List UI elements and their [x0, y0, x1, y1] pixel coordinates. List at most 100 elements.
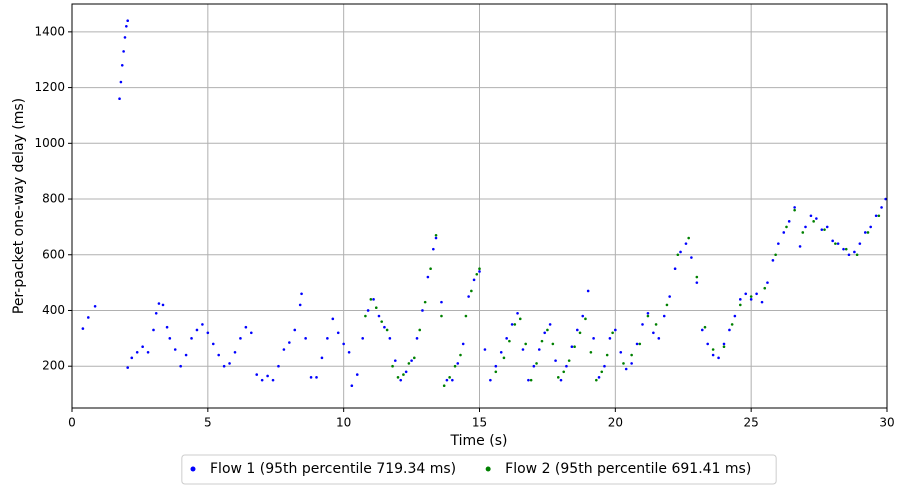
point — [434, 236, 438, 240]
point — [595, 378, 598, 382]
point — [744, 292, 748, 296]
point — [195, 328, 199, 332]
point — [304, 337, 307, 340]
point — [152, 328, 155, 332]
legend-marker — [190, 466, 196, 472]
point — [320, 356, 324, 360]
point — [763, 286, 767, 290]
point — [421, 309, 424, 312]
point — [239, 337, 242, 340]
point — [755, 292, 758, 296]
point — [81, 327, 85, 330]
point — [288, 341, 291, 344]
point — [836, 242, 840, 245]
point — [347, 350, 351, 354]
y-tick-label: 1400 — [34, 24, 65, 38]
point — [119, 80, 123, 84]
point — [548, 323, 552, 326]
point — [459, 353, 462, 357]
point — [749, 298, 753, 301]
point — [546, 328, 549, 332]
point — [562, 370, 566, 374]
point — [646, 311, 650, 315]
point — [211, 342, 215, 346]
point — [388, 337, 392, 340]
point — [130, 356, 134, 360]
point — [494, 364, 498, 368]
point — [383, 325, 386, 329]
point — [228, 362, 231, 365]
point — [597, 376, 601, 379]
point — [673, 267, 677, 270]
point — [611, 331, 614, 335]
point — [668, 295, 671, 298]
point — [161, 303, 165, 307]
point — [559, 378, 563, 382]
point — [440, 300, 443, 304]
point — [494, 370, 498, 374]
point — [489, 378, 492, 382]
point — [502, 356, 506, 360]
point — [739, 298, 742, 301]
point — [135, 350, 139, 354]
point — [423, 300, 427, 304]
legend: Flow 1 (95th percentile 719.34 ms) Flow 2… — [181, 454, 777, 485]
point — [834, 242, 837, 245]
y-tick-label: 600 — [42, 247, 65, 261]
point — [880, 206, 883, 209]
point — [361, 337, 364, 340]
point — [217, 353, 220, 357]
point — [402, 373, 405, 376]
point — [426, 275, 430, 279]
point — [662, 314, 666, 318]
point — [510, 323, 514, 326]
point — [567, 359, 571, 362]
plot-frame — [71, 3, 888, 409]
point — [126, 366, 129, 369]
point — [733, 314, 737, 318]
point — [385, 328, 389, 332]
point — [331, 317, 335, 321]
x-tick-label: 5 — [204, 416, 212, 430]
point — [483, 348, 487, 351]
point — [518, 317, 522, 321]
point — [847, 253, 851, 257]
x-tick-label: 15 — [472, 416, 487, 430]
point — [739, 303, 742, 307]
point — [524, 342, 527, 346]
point — [315, 376, 318, 379]
point — [540, 339, 544, 343]
point — [665, 303, 669, 307]
legend-label: Flow 2 (95th percentile 691.41 ms) — [505, 461, 751, 477]
point — [366, 309, 370, 312]
point — [364, 314, 367, 318]
point — [874, 214, 878, 218]
point — [309, 376, 313, 379]
point — [884, 197, 887, 201]
point — [445, 378, 449, 382]
legend-label: Flow 1 (95th percentile 719.34 ms) — [210, 461, 456, 477]
point — [687, 236, 690, 240]
point — [369, 298, 373, 301]
point — [87, 316, 90, 319]
legend-box — [181, 454, 777, 485]
point — [508, 339, 511, 343]
x-tick-label: 10 — [336, 416, 351, 430]
point — [440, 314, 443, 318]
x-tick-label: 25 — [744, 416, 759, 430]
point — [635, 342, 639, 346]
point — [472, 278, 476, 282]
point — [690, 256, 693, 259]
point — [461, 342, 465, 346]
point — [866, 231, 870, 234]
point — [467, 295, 470, 298]
point — [146, 350, 150, 354]
point — [820, 228, 824, 231]
point — [782, 231, 786, 234]
point — [396, 376, 400, 379]
point — [372, 298, 375, 301]
point — [154, 311, 158, 315]
point — [355, 373, 359, 376]
point — [201, 323, 204, 326]
point — [123, 36, 127, 39]
